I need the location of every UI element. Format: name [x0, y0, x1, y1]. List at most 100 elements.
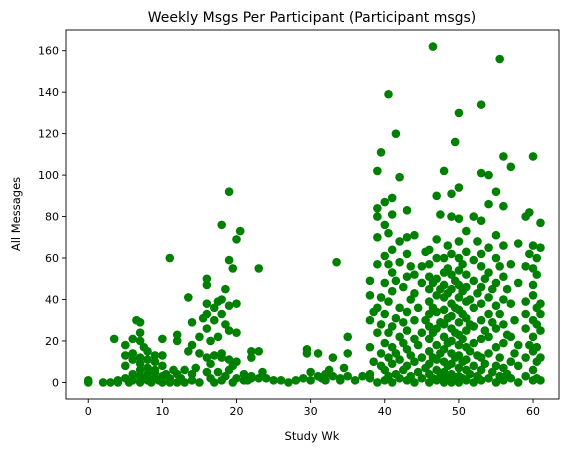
data-point: [432, 274, 441, 284]
data-point: [454, 108, 464, 118]
data-point: [454, 293, 464, 302]
data-point: [395, 373, 404, 383]
data-point: [528, 291, 538, 300]
data-point: [410, 288, 419, 298]
data-point: [513, 278, 523, 288]
data-point: [402, 272, 412, 281]
data-point: [462, 355, 471, 364]
data-point: [98, 378, 108, 387]
data-point: [491, 187, 501, 196]
data-point: [528, 152, 538, 161]
data-point: [128, 334, 138, 344]
x-tick-label: 30: [304, 405, 318, 418]
data-point: [109, 334, 119, 344]
data-point: [484, 309, 493, 319]
data-point: [158, 378, 167, 387]
data-point: [410, 378, 419, 387]
data-point: [373, 233, 382, 242]
data-point: [510, 349, 519, 358]
data-point: [387, 359, 397, 369]
data-point: [406, 371, 416, 381]
data-point: [254, 347, 264, 356]
data-point: [525, 249, 534, 259]
data-point: [380, 197, 390, 207]
data-point: [447, 189, 456, 199]
data-point: [506, 162, 516, 172]
data-point: [158, 334, 167, 344]
data-point: [376, 320, 386, 329]
data-point: [187, 376, 197, 385]
data-point: [454, 214, 464, 223]
data-point: [261, 373, 271, 383]
data-point: [469, 303, 479, 313]
data-point: [232, 235, 241, 244]
data-point: [476, 353, 486, 362]
data-point: [532, 320, 542, 329]
data-point: [484, 332, 493, 342]
data-point: [424, 322, 434, 331]
data-point: [184, 347, 193, 356]
data-point: [206, 336, 215, 346]
chart-title: Weekly Msgs Per Participant (Participant…: [148, 10, 477, 26]
data-point: [499, 295, 508, 304]
data-point: [454, 280, 464, 290]
data-point: [525, 340, 534, 350]
data-point: [135, 353, 145, 362]
data-point: [462, 313, 471, 323]
data-point: [254, 373, 264, 383]
data-point: [421, 315, 430, 325]
data-point: [402, 307, 412, 317]
data-point: [476, 262, 486, 271]
data-point: [324, 365, 334, 375]
data-point: [217, 349, 226, 358]
data-point: [143, 363, 152, 373]
data-point: [128, 349, 138, 358]
data-point: [428, 42, 438, 51]
data-point: [384, 371, 393, 381]
data-point: [399, 318, 408, 327]
data-point: [484, 268, 493, 277]
data-point: [447, 284, 456, 294]
data-point: [491, 342, 501, 352]
data-point: [476, 282, 486, 292]
data-point: [536, 218, 545, 228]
data-point: [402, 206, 412, 215]
data-point: [439, 320, 449, 329]
data-point: [224, 187, 234, 196]
data-point: [232, 328, 241, 337]
data-point: [202, 367, 212, 377]
data-point: [491, 253, 501, 263]
data-point: [395, 303, 404, 313]
data-point: [395, 257, 404, 267]
data-point: [499, 152, 508, 161]
y-tick-label: 80: [45, 211, 59, 224]
y-tick-label: 140: [38, 86, 59, 99]
data-point: [269, 376, 278, 385]
data-point: [399, 282, 408, 292]
data-point: [484, 349, 493, 358]
data-point: [432, 191, 441, 201]
data-point: [536, 299, 545, 308]
data-point: [209, 315, 219, 325]
data-point: [328, 353, 338, 362]
data-point: [532, 253, 542, 263]
data-point: [106, 378, 115, 387]
data-point: [484, 243, 493, 252]
data-point: [158, 351, 167, 360]
data-point: [410, 315, 419, 325]
data-point: [413, 303, 423, 313]
y-tick-label: 100: [38, 169, 59, 182]
data-point: [384, 353, 393, 362]
data-point: [510, 315, 519, 325]
data-point: [384, 89, 393, 99]
data-point: [83, 378, 93, 387]
data-point: [150, 367, 160, 377]
data-point: [506, 373, 516, 383]
data-point: [321, 376, 330, 385]
data-point: [439, 367, 449, 377]
data-point: [373, 212, 382, 221]
data-point: [380, 278, 390, 288]
data-point: [424, 359, 434, 369]
data-point: [447, 311, 456, 321]
data-point: [499, 363, 508, 373]
